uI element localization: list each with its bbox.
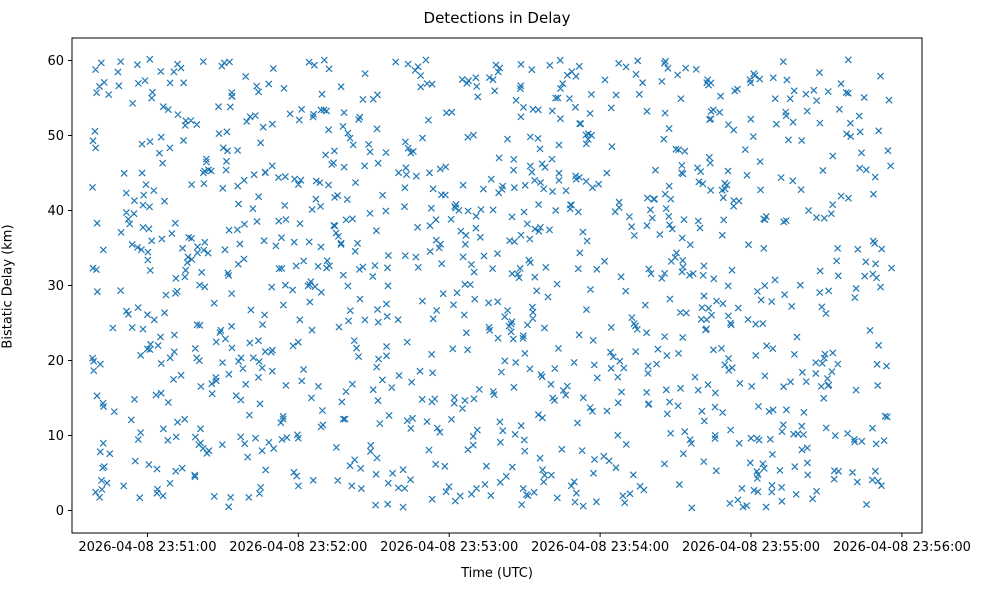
y-tick-label: 20 (47, 354, 64, 369)
x-tick-label: 2026-04-08 23:52:00 (229, 540, 367, 555)
y-tick-label: 40 (47, 204, 64, 219)
x-tick-label: 2026-04-08 23:54:00 (531, 540, 669, 555)
scatter-points (88, 55, 896, 512)
x-tick-label: 2026-04-08 23:51:00 (78, 540, 216, 555)
y-tick-label: 10 (47, 429, 64, 444)
y-tick-label: 60 (47, 54, 64, 69)
x-tick-label: 2026-04-08 23:55:00 (682, 540, 820, 555)
y-tick-label: 50 (47, 129, 64, 144)
x-tick-label: 2026-04-08 23:53:00 (380, 540, 518, 555)
y-axis-label: Bistatic Delay (km) (0, 224, 16, 349)
y-tick-label: 0 (56, 504, 64, 519)
y-tick-label: 30 (47, 279, 64, 294)
x-tick-label: 2026-04-08 23:56:00 (833, 540, 971, 555)
x-axis-label: Time (UTC) (461, 566, 533, 581)
chart-title: Detections in Delay (423, 9, 571, 27)
